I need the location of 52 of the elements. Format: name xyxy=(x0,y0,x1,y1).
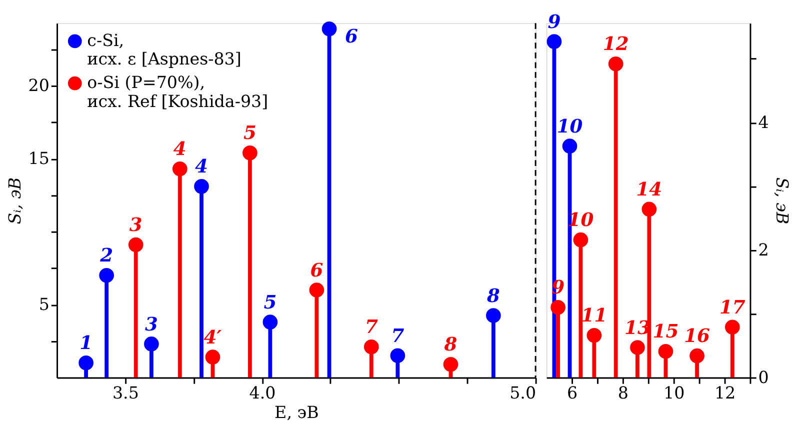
y-axis-title: Sᵢ, эВ xyxy=(5,177,24,224)
annotation: 6 xyxy=(344,26,358,48)
annotation: 5 xyxy=(264,292,277,314)
annotation: 14 xyxy=(636,180,662,201)
annotation: 9 xyxy=(548,12,561,33)
point xyxy=(724,320,740,335)
annotation: 1 xyxy=(80,333,93,354)
point xyxy=(630,340,645,355)
annotation: 16 xyxy=(684,326,710,348)
y-tick-label: 4 xyxy=(758,112,769,132)
point xyxy=(690,348,704,364)
y-tick-label: 2 xyxy=(758,240,769,260)
y-axis-title: Sᵢ, эВ xyxy=(772,177,792,224)
annotation: 8 xyxy=(486,286,500,307)
point xyxy=(586,328,602,343)
y-tick-label: 5 xyxy=(38,294,50,314)
x-axis-title: E, эВ xyxy=(274,403,319,422)
legend-label: c-Si, исх. ε [Aspnes-83] xyxy=(87,31,242,69)
annotation: 2 xyxy=(99,246,114,267)
annotation: 8 xyxy=(444,334,458,356)
annotation: 12 xyxy=(602,34,629,56)
point xyxy=(642,202,657,217)
annotation: 4 xyxy=(195,156,208,178)
annotation: 3 xyxy=(144,314,158,336)
annotation: 4′ xyxy=(204,327,222,348)
annotation: 3 xyxy=(129,215,142,236)
x-tick-label: 8 xyxy=(618,384,628,403)
annotation: 4 xyxy=(173,139,186,160)
x-tick-label: 10 xyxy=(664,384,685,403)
y-tick-label: 0 xyxy=(758,368,769,387)
annotation: 10 xyxy=(556,116,583,138)
y-tick-label: 20 xyxy=(28,76,50,96)
annotation: 15 xyxy=(652,322,679,343)
annotation: 7 xyxy=(391,326,404,347)
x-tick-label: 12 xyxy=(714,384,736,403)
x-tick-label: 6 xyxy=(566,384,578,403)
x-tick-label: 3.5 xyxy=(112,384,139,403)
y-tick-label: 15 xyxy=(28,149,50,168)
point xyxy=(550,300,566,315)
x-tick-label: 5.0 xyxy=(510,384,536,403)
annotation: 17 xyxy=(719,297,746,318)
annotation: 5 xyxy=(243,123,256,144)
point xyxy=(573,232,588,248)
x-tick-label: 4.0 xyxy=(249,384,276,403)
annotation: 11 xyxy=(581,306,608,327)
legend-label: o-Si (P=70%), исх. Ref [Koshida-93] xyxy=(87,73,268,111)
point xyxy=(658,344,674,359)
point xyxy=(546,34,562,49)
annotation: 7 xyxy=(364,317,378,338)
annotation: 6 xyxy=(310,260,324,282)
point xyxy=(562,138,578,154)
point xyxy=(608,56,624,72)
